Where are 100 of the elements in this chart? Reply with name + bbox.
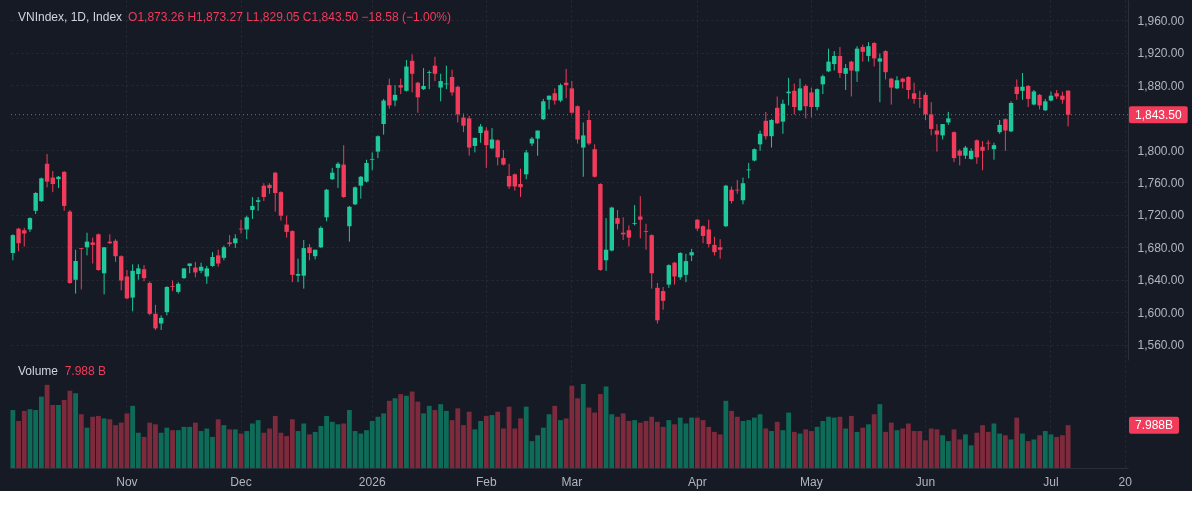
candlestick [387, 78, 392, 110]
bar [1002, 435, 1008, 468]
x-tick-label: Dec [230, 474, 252, 489]
bar [1031, 439, 1037, 468]
candlestick [438, 73, 443, 102]
x-tick-label: May [800, 474, 823, 489]
bar [404, 395, 409, 468]
bar [866, 424, 871, 468]
y-tick-label: 1,600.00 [1137, 305, 1185, 320]
x-tick-label: Jun [915, 474, 936, 489]
text: 7.988 B [64, 364, 107, 378]
candlestick [780, 99, 786, 135]
bar [763, 428, 769, 468]
candlestick [849, 60, 854, 97]
candlestick [381, 98, 386, 136]
x-tick-label: Jul [1043, 474, 1059, 489]
bar [860, 427, 866, 468]
bar [232, 429, 238, 468]
y-tick-label: 1,880.00 [1137, 78, 1185, 93]
bar [666, 420, 672, 468]
bar [552, 405, 558, 468]
bar [1020, 433, 1025, 468]
bar [580, 384, 586, 468]
x-tick-label: Mar [561, 474, 583, 489]
bar [307, 434, 312, 468]
text: VNIndex, 1D, Index [18, 10, 123, 24]
candlestick [79, 247, 84, 290]
bar [1025, 441, 1031, 468]
candlestick [10, 233, 16, 261]
candlestick [792, 83, 797, 115]
candlestick [427, 70, 432, 90]
candlestick [255, 196, 261, 212]
candlestick [409, 53, 415, 93]
candlestick [421, 67, 426, 91]
bar [843, 428, 849, 468]
bar [672, 424, 677, 468]
candlestick [683, 253, 689, 283]
candlestick [672, 261, 677, 286]
bar [341, 423, 347, 468]
candlestick [843, 63, 848, 91]
bar [386, 400, 392, 468]
candlestick [392, 84, 398, 107]
candlestick [73, 249, 78, 295]
candlestick [278, 190, 284, 222]
bar [871, 414, 877, 468]
candlestick [615, 209, 620, 230]
candlestick [478, 123, 483, 144]
candlestick [626, 224, 632, 247]
candlestick [375, 134, 381, 159]
bar [632, 420, 637, 468]
bar [192, 422, 198, 468]
bar [398, 394, 404, 468]
candlestick [706, 219, 711, 248]
candlestick [632, 204, 637, 226]
bar [877, 404, 883, 468]
candlestick [643, 223, 649, 251]
y-tick-label: 1,960.00 [1137, 13, 1185, 28]
bar [769, 431, 774, 468]
candlestick [352, 185, 358, 206]
candlestick [877, 53, 883, 103]
annotation: O1,873.26 H1,873.27 L1,829.05 C1,843.50 −18.58 (−1.00%) [128, 10, 451, 24]
y-tick-label: 1,800.00 [1137, 143, 1185, 158]
candlestick [124, 269, 130, 300]
y-tick-label: 1,680.00 [1137, 240, 1185, 255]
x-tick-label: Feb [475, 474, 497, 489]
candlestick [44, 153, 50, 188]
bar [558, 420, 563, 468]
candlestick [250, 196, 255, 220]
candlestick [889, 77, 894, 106]
candlestick [740, 177, 746, 205]
ref-line-label: 1,843.50 [1134, 107, 1183, 122]
candlestick [1025, 84, 1031, 108]
candlestick [524, 149, 529, 180]
candlestick [347, 205, 352, 243]
x-tick-label: 2026 [358, 474, 386, 489]
candlestick [489, 127, 495, 150]
y-tick-label: 1,640.00 [1137, 273, 1185, 288]
candlestick [1020, 72, 1025, 101]
candlestick [911, 82, 917, 105]
bar [73, 393, 78, 468]
bar [1037, 435, 1042, 468]
y-tick-label: 1,920.00 [1137, 46, 1185, 61]
bar [483, 415, 489, 468]
bar [723, 400, 729, 468]
candlestick [495, 138, 500, 166]
bar [1014, 417, 1020, 468]
candlestick [769, 118, 774, 149]
candlestick [1003, 117, 1008, 152]
bar [10, 410, 16, 468]
candlestick [866, 41, 871, 63]
bar [170, 430, 175, 468]
bar [215, 419, 221, 468]
bar [774, 421, 780, 468]
y-tick-label: 1,720.00 [1137, 208, 1185, 223]
bar [791, 431, 797, 468]
x-tick-label: Nov [116, 474, 138, 489]
candlestick [986, 139, 991, 151]
text: 7.988B [1134, 418, 1174, 433]
bar [101, 418, 107, 468]
candlestick [581, 121, 586, 178]
